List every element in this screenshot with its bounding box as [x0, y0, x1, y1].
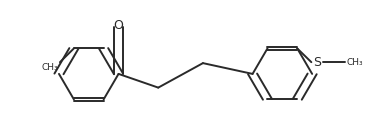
Text: O: O [114, 19, 123, 32]
Text: S: S [313, 56, 321, 69]
Text: CH₃: CH₃ [347, 58, 364, 67]
Text: CH₃: CH₃ [42, 63, 58, 72]
